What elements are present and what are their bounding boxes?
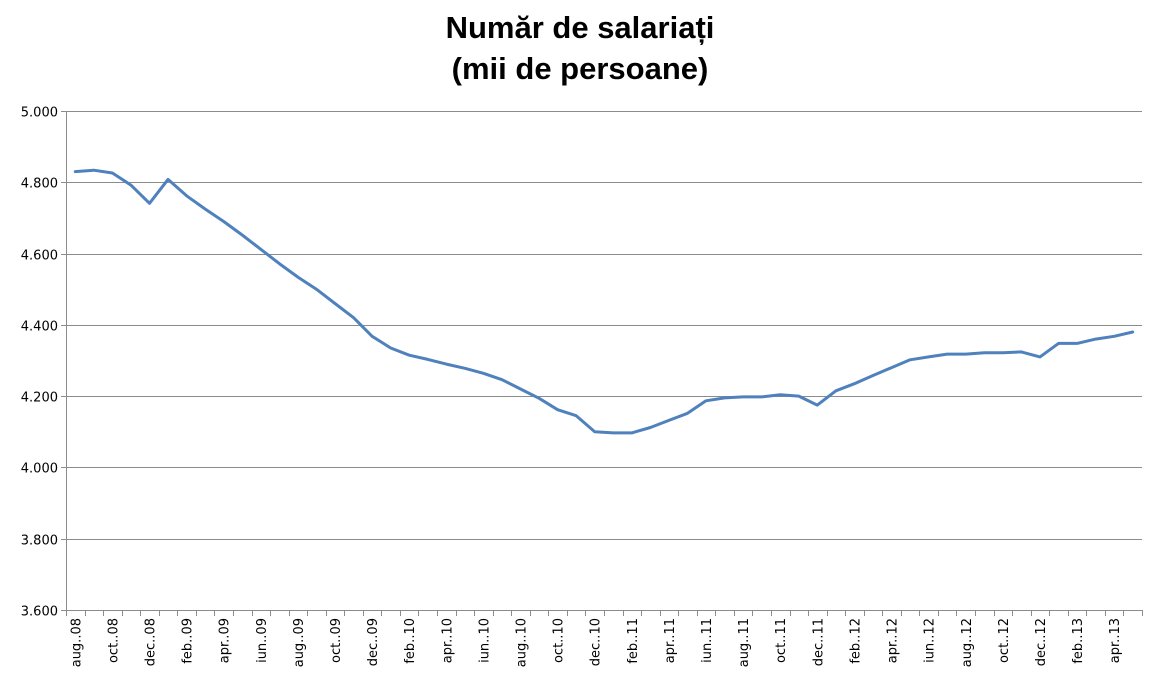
x-tick-label: oct..12: [997, 618, 1012, 663]
x-tick-label: dec..12: [1034, 618, 1049, 666]
x-tick-label: aug..10: [515, 618, 530, 667]
x-tick-label: aug..12: [960, 618, 975, 667]
x-tick-label: feb..13: [1071, 618, 1086, 664]
x-tick-label: feb..11: [626, 618, 641, 664]
y-tick-label: 4.200: [21, 391, 58, 406]
x-tick-label: iun..11: [700, 618, 715, 663]
x-tick-label: apr..13: [1108, 618, 1123, 663]
y-tick-label: 3.800: [21, 534, 58, 549]
x-tick-label: feb..10: [403, 618, 418, 664]
x-tick-label: apr..10: [440, 618, 455, 663]
chart-title-line-1: Număr de salariați: [445, 10, 715, 45]
series-line: [73, 168, 1135, 435]
y-tick-label: 4.600: [21, 249, 58, 264]
y-tick-label: 4.000: [21, 462, 58, 477]
y-tick-label: 5.000: [21, 106, 58, 121]
y-tick-label: 3.600: [21, 605, 58, 620]
x-tick-label: apr..12: [886, 618, 901, 663]
x-tick-label: oct..09: [329, 618, 344, 663]
x-tick-label: dec..08: [143, 618, 158, 666]
x-tick-label: iun..10: [477, 618, 492, 663]
x-tick-label: feb..12: [848, 618, 863, 664]
x-tick-label: dec..10: [589, 618, 604, 666]
x-tick-label: aug..09: [292, 618, 307, 667]
y-tick-label: 4.800: [21, 177, 58, 192]
y-tick-label: 4.400: [21, 320, 58, 335]
x-tick-label: apr..11: [663, 618, 678, 663]
x-tick-label: oct..08: [106, 618, 121, 663]
x-tick-label: dec..11: [811, 618, 826, 666]
x-tick-label: apr..09: [218, 618, 233, 663]
x-tick-label: iun..09: [255, 618, 270, 663]
x-tick-label: iun..12: [923, 618, 938, 663]
x-tick-label: oct..10: [552, 618, 567, 663]
x-tick-label: feb..09: [181, 618, 196, 664]
x-tick-label: oct..11: [774, 618, 789, 663]
x-tick-label: aug..08: [69, 618, 84, 667]
x-tick-label: aug..11: [737, 618, 752, 667]
chart-title-line-2: (mii de persoane): [451, 51, 709, 86]
x-tick-label: dec..09: [366, 618, 381, 666]
